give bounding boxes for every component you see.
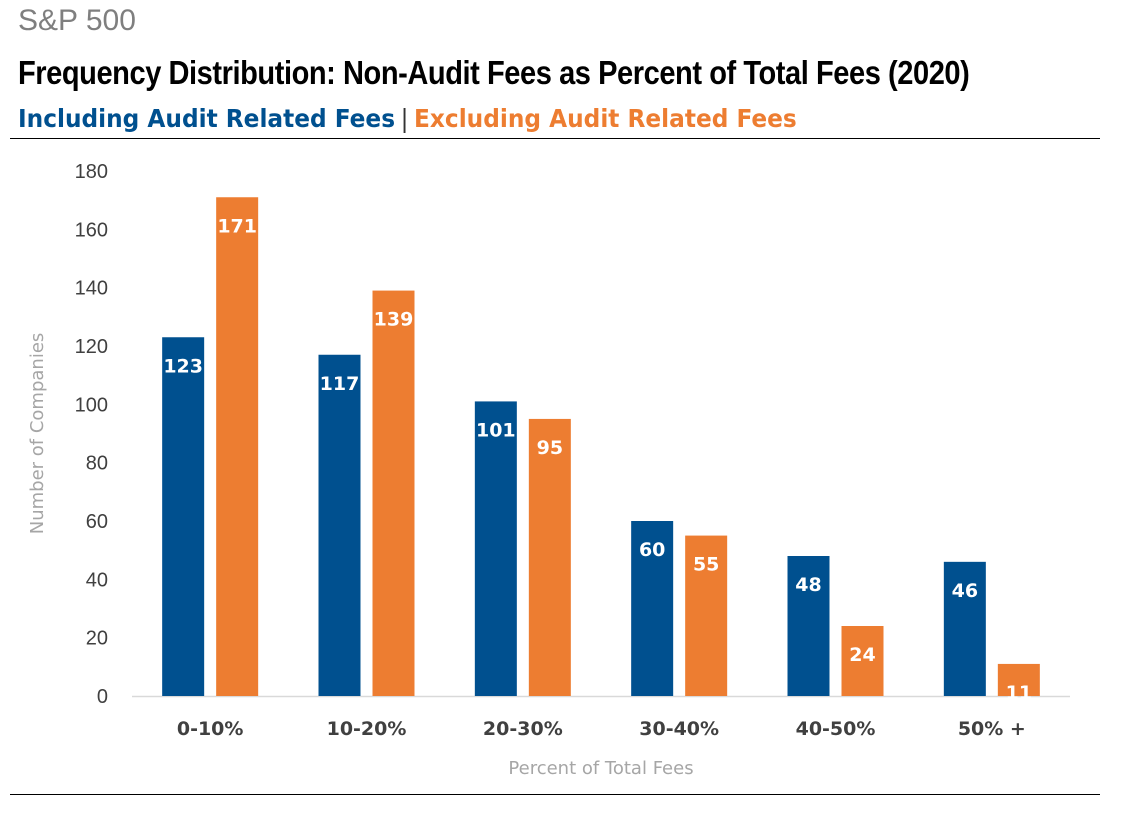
y-tick-label: 40: [86, 569, 108, 591]
bar-excluding: [216, 197, 259, 696]
bar-including: [474, 401, 517, 696]
bar-including: [318, 354, 361, 696]
y-tick-label: 20: [86, 628, 108, 650]
y-tick-label: 80: [86, 453, 108, 475]
data-label: 123: [163, 355, 203, 377]
data-label: 101: [476, 419, 516, 441]
legend-separator: |: [400, 104, 409, 133]
bar-excluding: [997, 663, 1040, 696]
top-rule: [10, 138, 1100, 139]
x-axis-categories: 0-10% 10-20% 20-30% 30-40% 40-50% 50% +: [177, 718, 1026, 740]
bar-including: [787, 556, 830, 696]
chart-title: Frequency Distribution: Non-Audit Fees a…: [18, 54, 970, 91]
bar-excluding: [841, 626, 884, 696]
x-category-label: 10-20%: [327, 718, 407, 740]
data-label: 48: [795, 574, 821, 596]
y-tick-label: 180: [75, 161, 108, 183]
data-label: 60: [639, 539, 665, 561]
legend-entry-excluding: Excluding Audit Related Fees: [414, 104, 797, 133]
x-category-label: 30-40%: [639, 718, 719, 740]
data-label: 24: [849, 644, 875, 666]
y-tick-label: 120: [75, 336, 108, 358]
y-tick-label: 140: [75, 278, 108, 300]
bar-including: [631, 521, 674, 696]
y-tick-label: 60: [86, 511, 108, 533]
bars: 123 171 117 139 101 95 60 55 48 24 46 11: [162, 197, 1040, 704]
bar-excluding: [685, 535, 728, 696]
x-axis-title: Percent of Total Fees: [508, 758, 693, 779]
data-label: 55: [693, 554, 719, 576]
x-category-label: 40-50%: [796, 718, 876, 740]
data-label: 139: [374, 309, 414, 331]
data-label: 95: [537, 437, 563, 459]
y-axis-ticks: 0 20 40 60 80 100 120 140 160 180: [75, 161, 108, 708]
data-label: 11: [1006, 682, 1032, 704]
data-label: 171: [217, 215, 257, 237]
y-tick-label: 100: [75, 394, 108, 416]
bar-excluding: [528, 418, 571, 696]
bar-including: [162, 337, 205, 696]
bottom-rule: [10, 794, 1100, 795]
data-label: 117: [320, 373, 360, 395]
chart-supertitle: S&P 500: [18, 4, 136, 37]
bar-excluding: [372, 290, 415, 696]
bar-including: [943, 561, 986, 696]
x-category-label: 50% +: [958, 718, 1026, 740]
data-label: 46: [952, 580, 978, 602]
y-tick-label: 0: [97, 686, 108, 708]
x-category-label: 20-30%: [483, 718, 563, 740]
legend: Including Audit Related Fees | Excluding A…: [18, 104, 797, 133]
legend-entry-including: Including Audit Related Fees: [18, 104, 396, 133]
y-tick-label: 160: [75, 219, 108, 241]
y-axis-title: Number of Companies: [27, 333, 48, 535]
x-category-label: 0-10%: [177, 718, 244, 740]
